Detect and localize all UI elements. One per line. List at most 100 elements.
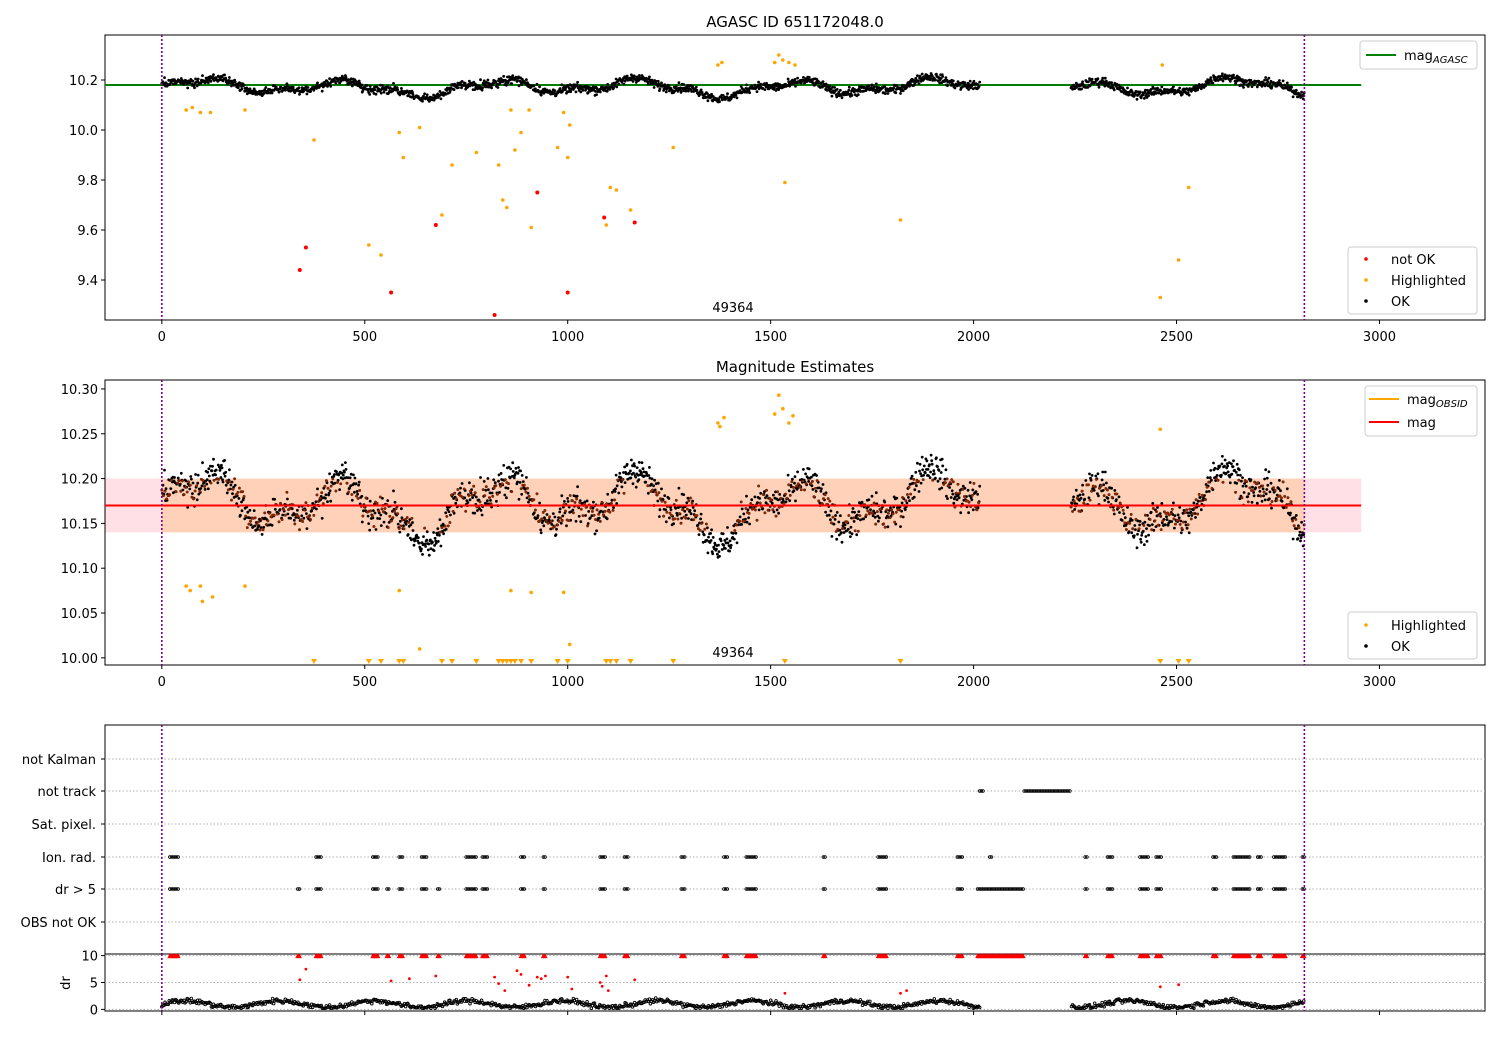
ok-point [915, 484, 918, 488]
highlighted-point [772, 412, 777, 416]
ok-point-in-band [1190, 517, 1193, 521]
ok-point [608, 88, 612, 91]
ok-point [1084, 479, 1088, 482]
ok-point-in-band [383, 507, 387, 510]
ok-point [460, 80, 464, 83]
ok-point-in-band [358, 489, 362, 492]
ok-point [1199, 508, 1203, 512]
ok-point [978, 80, 982, 84]
ok-point [360, 83, 364, 87]
ok-point [717, 543, 720, 547]
ok-point [1160, 85, 1164, 89]
ok-point [511, 74, 515, 77]
ok-point-in-band [668, 511, 672, 515]
ok-point [941, 75, 945, 78]
ok-point [302, 89, 306, 93]
ok-point-in-band [975, 508, 979, 512]
ok-point [672, 522, 675, 526]
ok-point-in-band [603, 510, 607, 513]
ok-point [740, 507, 744, 511]
ok-point-in-band [779, 497, 783, 500]
ok-point-in-band [681, 508, 684, 511]
ok-point [888, 509, 891, 512]
ok-point [479, 509, 483, 512]
chart-title-magnitude-estimates: Magnitude Estimates [716, 358, 874, 376]
ok-point-in-band [952, 480, 955, 484]
highlighted-point [527, 108, 531, 112]
ok-point [623, 481, 627, 484]
ok-point [1112, 512, 1116, 516]
ok-point-in-band [187, 480, 190, 484]
ok-point [179, 471, 183, 475]
ok-point [324, 493, 328, 497]
ok-point [512, 476, 516, 480]
ok-point [1213, 466, 1217, 470]
ok-point [324, 496, 327, 500]
ok-point [1210, 478, 1213, 482]
ok-point [810, 484, 814, 488]
ok-point [575, 494, 579, 498]
ok-point [352, 473, 355, 477]
ok-point [585, 84, 589, 88]
ok-point [1298, 533, 1301, 537]
ok-point [840, 540, 844, 544]
ok-point [495, 499, 498, 503]
ok-point [972, 79, 976, 83]
ok-point [441, 529, 444, 533]
ok-point [821, 80, 825, 83]
ok-point [875, 85, 879, 89]
ok-point [411, 90, 414, 94]
ok-point [209, 79, 213, 83]
ok-point [1239, 473, 1242, 477]
ok-point-in-band [170, 479, 173, 482]
ok-point [781, 497, 785, 501]
ok-point [316, 487, 319, 491]
panel2-xtick-label: 2500 [1160, 675, 1193, 690]
ok-point [820, 487, 823, 491]
ok-point [1296, 537, 1300, 541]
ok-point [249, 523, 253, 527]
flag-category-label: dr > 5 [55, 883, 96, 898]
ok-point [1144, 88, 1147, 92]
ok-point [1220, 473, 1223, 477]
ok-point [242, 83, 246, 87]
ok-point-in-band [276, 512, 279, 516]
ok-point [343, 470, 346, 474]
ok-point [726, 92, 729, 96]
ok-point [539, 93, 543, 97]
highlighted-point [565, 155, 570, 160]
ok-point [396, 88, 400, 92]
ok-point-in-band [1102, 494, 1106, 497]
ok-point [829, 518, 832, 522]
ok-point [193, 86, 196, 90]
ok-point [1206, 476, 1210, 479]
ok-point [605, 517, 609, 521]
ok-point [892, 86, 896, 90]
ok-point-in-band [670, 514, 673, 517]
ok-point-in-band [331, 477, 335, 481]
highlighted-point [417, 125, 422, 130]
ok-point-in-band [371, 514, 374, 517]
ok-point [223, 474, 227, 478]
ok-point [929, 76, 932, 80]
ok-point [1157, 91, 1161, 95]
ok-point-in-band [1177, 518, 1180, 522]
ok-point [1263, 78, 1266, 82]
ok-point [496, 86, 500, 89]
ok-point [620, 80, 624, 84]
ok-point [731, 531, 735, 535]
ok-point-in-band [972, 482, 976, 485]
ok-point [932, 472, 936, 476]
ok-point [1218, 75, 1222, 78]
ok-point [298, 92, 301, 96]
ok-point [176, 476, 180, 480]
ok-point-in-band [1115, 492, 1119, 496]
ok-point [447, 510, 451, 513]
ok-point-in-band [1280, 496, 1283, 500]
ok-point-in-band [765, 489, 768, 492]
ok-point [758, 497, 761, 500]
highlighted-point [529, 590, 533, 595]
highlighted-point [777, 53, 781, 57]
ok-point [283, 88, 287, 92]
ok-point [349, 77, 353, 81]
